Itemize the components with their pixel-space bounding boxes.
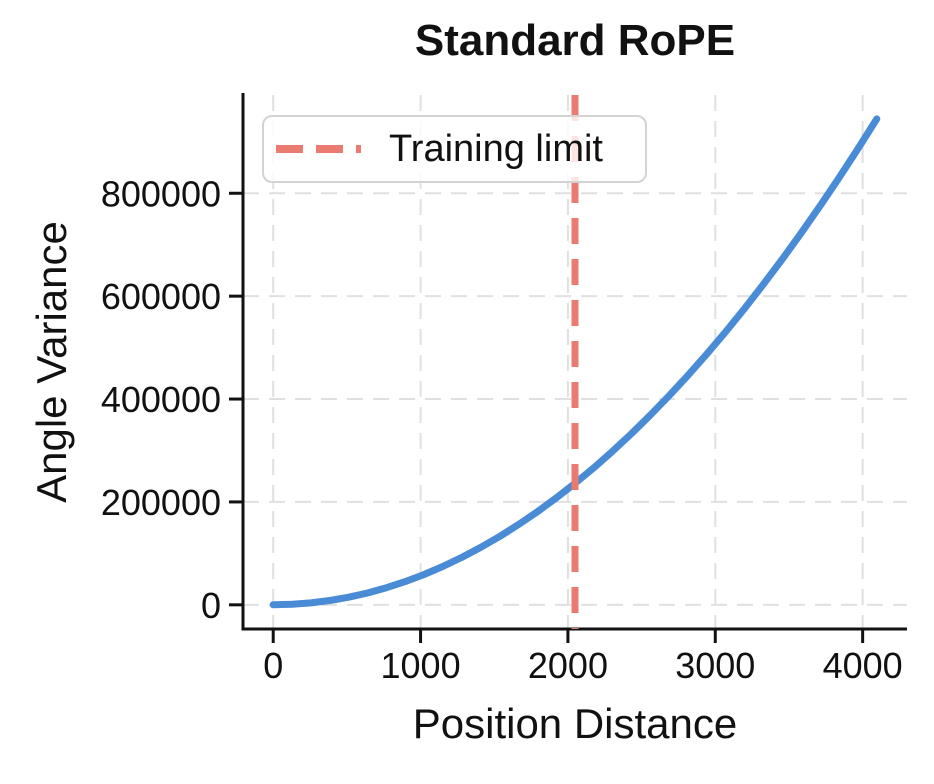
gridlines-group: [243, 95, 907, 629]
y-tick-label: 400000: [101, 379, 221, 420]
x-tick-label: 2000: [528, 645, 608, 686]
dashed-line-sample-icon: [276, 145, 361, 153]
y-tick-label: 0: [201, 585, 221, 626]
x-axis-label: Position Distance: [412, 700, 738, 747]
y-tick-label: 800000: [101, 173, 221, 214]
x-tick-label: 3000: [675, 645, 755, 686]
y-tick-label: 600000: [101, 276, 221, 317]
tick-labels-group: 0 1000 2000 3000 4000 0 200000 400000 600000 8000…: [101, 173, 903, 686]
chart-title: Standard RoPE: [414, 16, 736, 65]
x-tick-label: 4000: [823, 645, 903, 686]
legend-label: Training limit: [389, 127, 603, 170]
x-tick-label: 0: [263, 645, 283, 686]
legend-box: Training limit: [262, 115, 647, 183]
tick-marks-group: [229, 191, 865, 643]
x-tick-label: 1000: [381, 645, 461, 686]
y-tick-label: 200000: [101, 482, 221, 523]
